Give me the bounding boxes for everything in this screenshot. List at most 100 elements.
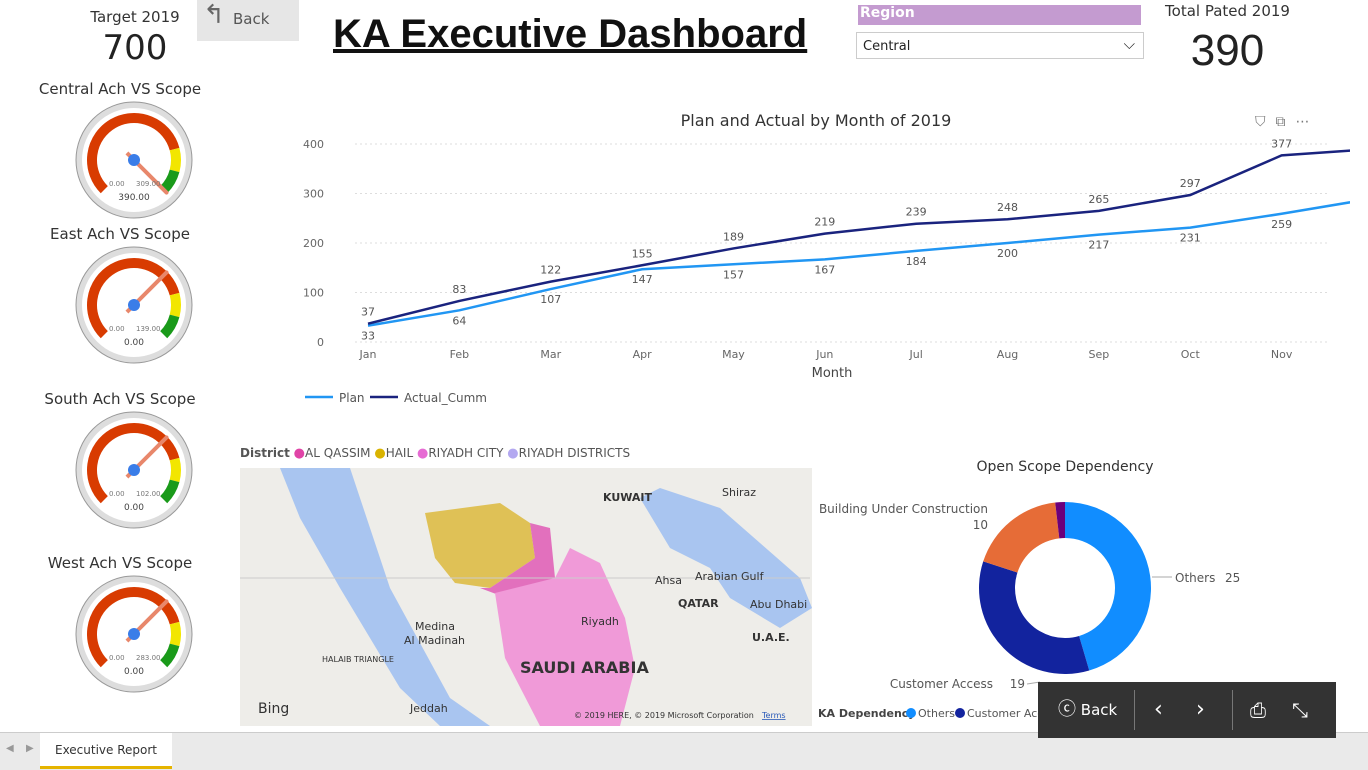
- map-place-label: SAUDI ARABIA: [520, 658, 649, 677]
- region-dropdown[interactable]: Central ⌵: [856, 32, 1144, 59]
- gauge-target: 283.00: [136, 654, 161, 662]
- gauge-min: 0.00: [109, 490, 125, 498]
- legend-dot: ●: [293, 446, 306, 461]
- tab-bar: ◀ ▶: [0, 732, 1368, 770]
- data-label: 239: [906, 206, 927, 219]
- gauge-title: Central Ach VS Scope: [38, 80, 202, 98]
- donut-value-others: 25: [1225, 571, 1240, 585]
- gauge-needle: [132, 599, 169, 636]
- data-label: 219: [814, 216, 835, 229]
- x-tick-label: Oct: [1181, 348, 1201, 361]
- gauge-hub: [128, 299, 140, 311]
- map[interactable]: KUWAIT Shiraz Arabian Gulf Ahsa QATAR Abu Dha…: [240, 468, 812, 726]
- exit-fullscreen-icon[interactable]: ⤡: [1292, 698, 1308, 722]
- target-label: Target 2019: [90, 8, 180, 26]
- map-place-label: Riyadh: [581, 615, 619, 628]
- gauge-hub: [128, 154, 140, 166]
- y-tick-label: 0: [317, 336, 324, 349]
- map-place-label: HALAIB TRIANGLE: [322, 655, 394, 664]
- focus-mode-icon[interactable]: ⧉: [1275, 114, 1296, 130]
- gauge-needle: [132, 158, 169, 195]
- legend-dot: ●: [416, 446, 429, 461]
- data-label: 184: [906, 255, 927, 268]
- series-line-Actual_Cumm: [367, 149, 1350, 325]
- map-place-label: Ahsa: [655, 574, 682, 587]
- legend-dot: ●: [507, 446, 519, 461]
- filter-icon[interactable]: ⛉: [1255, 114, 1276, 130]
- hail-region: [425, 503, 535, 588]
- map-place-label: U.A.E.: [752, 631, 790, 644]
- map-place-label: Medina: [415, 620, 455, 633]
- legend-label: Plan: [339, 391, 365, 405]
- back-button[interactable]: ↰ Back: [197, 0, 299, 41]
- nav-back-button[interactable]: ⓒ Back: [1058, 682, 1117, 738]
- gauge-min: 0.00: [109, 654, 125, 662]
- gauge-0: Central Ach VS Scope 0.00 309.00 390.00: [0, 80, 240, 240]
- next-page-icon[interactable]: ›: [1196, 697, 1205, 722]
- x-tick-label: Jul: [909, 348, 923, 361]
- previous-page-icon[interactable]: ‹: [1154, 697, 1163, 722]
- x-tick-label: Sep: [1089, 348, 1110, 361]
- gauge-2: South Ach VS Scope 0.00 102.00 0.00: [0, 390, 240, 550]
- data-label: 33: [361, 330, 375, 343]
- data-label: 37: [361, 306, 375, 319]
- map-legend-item: HAIL: [385, 446, 414, 460]
- region-slicer-label: Region: [858, 5, 1141, 25]
- gauge-band-yellow: [169, 292, 181, 318]
- target-value: 700: [102, 28, 168, 68]
- data-label: 64: [452, 314, 466, 327]
- x-tick-label: Mar: [540, 348, 561, 361]
- map-place-label: KUWAIT: [603, 491, 653, 504]
- visual-header-icons[interactable]: ⛉⧉⋯: [1255, 114, 1320, 130]
- back-circle-icon: ⓒ: [1058, 699, 1076, 720]
- map-legend-item: RIYADH DISTRICTS: [518, 446, 631, 460]
- map-terms-link[interactable]: Terms: [761, 711, 786, 720]
- total-value: 390: [1190, 26, 1265, 75]
- gauge-min: 0.00: [109, 180, 125, 188]
- data-label: 155: [632, 247, 653, 260]
- page-title: KA Executive Dashboard: [333, 12, 808, 56]
- gauge-title: South Ach VS Scope: [44, 390, 196, 408]
- gauge-hub: [128, 464, 140, 476]
- red-sea: [280, 468, 490, 726]
- tab-executive-report[interactable]: Executive Report: [40, 733, 172, 769]
- gauge-band-yellow: [169, 621, 181, 647]
- gauge-band-yellow: [169, 147, 181, 173]
- chevron-down-icon: ⌵: [1123, 35, 1135, 53]
- data-label: 231: [1180, 232, 1201, 245]
- x-axis-label: Month: [812, 366, 853, 381]
- navigation-bar: ⓒ Back ‹ › ⎙ ⤡: [1038, 682, 1336, 738]
- donut-slice: [979, 561, 1090, 674]
- persian-gulf: [640, 488, 812, 628]
- map-place-label: Jeddah: [409, 702, 448, 715]
- back-label: Back: [233, 10, 270, 28]
- data-label: 167: [814, 263, 835, 276]
- gauge-target: 102.00: [136, 490, 161, 498]
- gauge-band-green: [159, 314, 180, 339]
- donut-legend-label: Customer Acce: [967, 707, 1050, 720]
- gauge-3: West Ach VS Scope 0.00 283.00 0.00: [0, 554, 240, 714]
- map-place-label: Abu Dhabi: [750, 598, 807, 611]
- tab-scroll-left-icon[interactable]: ◀: [6, 743, 14, 754]
- gauge-target: 139.00: [136, 325, 161, 333]
- print-icon[interactable]: ⎙: [1250, 698, 1266, 722]
- gauge-hub: [128, 628, 140, 640]
- gauge-needle: [132, 270, 169, 307]
- donut-legend-label: Others: [918, 707, 955, 720]
- donut-value-building: 10: [973, 518, 988, 532]
- donut-chart: Open Scope Dependency Others 25 Building Un…: [818, 459, 1240, 720]
- more-options-icon[interactable]: ⋯: [1295, 114, 1320, 130]
- data-label: 377: [1271, 137, 1292, 150]
- gauge-value: 0.00: [124, 667, 144, 677]
- data-label: 147: [632, 273, 653, 286]
- back-arrow-icon: ↰: [203, 0, 225, 30]
- tab-scroll-right-icon[interactable]: ▶: [26, 743, 34, 754]
- data-label: 189: [723, 230, 744, 243]
- map-place-label: Arabian Gulf: [695, 570, 765, 583]
- donut-label-customer: Customer Access: [890, 677, 993, 691]
- data-label: 259: [1271, 218, 1292, 231]
- map-place-label: QATAR: [678, 597, 719, 610]
- map-legend-item: RIYADH CITY: [428, 446, 504, 460]
- map-legend-title: District: [240, 446, 290, 460]
- data-label: 83: [452, 283, 466, 296]
